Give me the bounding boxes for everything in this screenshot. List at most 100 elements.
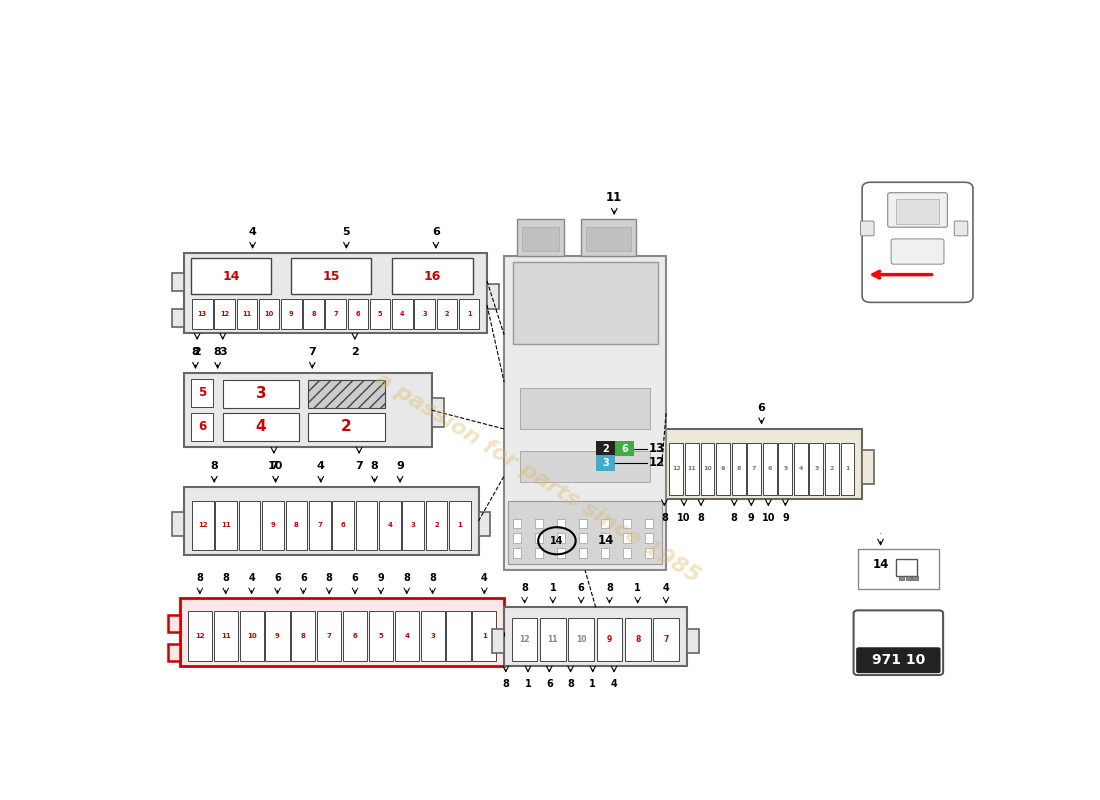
FancyBboxPatch shape [517,219,563,256]
Text: 6: 6 [355,311,360,318]
Text: 2: 2 [829,466,834,471]
Text: 6: 6 [352,573,359,582]
FancyBboxPatch shape [905,576,911,580]
FancyBboxPatch shape [191,378,213,406]
FancyBboxPatch shape [185,253,487,333]
Text: 8: 8 [635,635,640,644]
Text: 14: 14 [597,534,614,547]
Text: 6: 6 [341,522,345,528]
FancyBboxPatch shape [265,611,289,661]
Text: 2: 2 [602,444,609,454]
FancyBboxPatch shape [332,501,354,550]
Text: 7: 7 [327,633,331,639]
Text: 8: 8 [661,513,668,523]
FancyBboxPatch shape [173,309,185,327]
FancyBboxPatch shape [317,611,341,661]
Text: 11: 11 [548,635,558,644]
FancyBboxPatch shape [415,299,434,330]
FancyBboxPatch shape [623,533,631,542]
FancyBboxPatch shape [860,221,875,236]
FancyBboxPatch shape [596,618,623,661]
Text: 4: 4 [799,466,803,471]
FancyBboxPatch shape [185,487,478,555]
FancyBboxPatch shape [173,512,185,537]
Text: 1: 1 [550,583,557,593]
Text: 6: 6 [620,444,628,454]
FancyBboxPatch shape [222,380,299,408]
Text: 7: 7 [663,635,669,644]
Text: 10: 10 [576,635,586,644]
Text: 10: 10 [703,466,712,471]
FancyBboxPatch shape [309,501,331,550]
FancyBboxPatch shape [426,501,448,550]
Text: 9: 9 [275,633,279,639]
Text: 1: 1 [482,633,487,639]
Text: 1: 1 [525,679,531,690]
Text: 3: 3 [602,458,609,468]
Text: 7: 7 [333,311,338,318]
Text: 10: 10 [678,513,691,523]
Text: 2: 2 [194,346,201,357]
Text: 8: 8 [371,461,378,471]
Text: 11: 11 [221,633,231,639]
Text: 9: 9 [289,311,294,318]
FancyBboxPatch shape [520,388,650,429]
Text: 12: 12 [672,466,681,471]
Text: 9: 9 [720,466,725,471]
FancyBboxPatch shape [888,193,947,227]
FancyBboxPatch shape [191,258,272,294]
FancyBboxPatch shape [447,611,471,661]
FancyBboxPatch shape [557,548,565,558]
FancyBboxPatch shape [579,548,587,558]
FancyBboxPatch shape [650,450,662,484]
FancyBboxPatch shape [504,607,688,666]
Text: 4: 4 [400,311,405,318]
FancyBboxPatch shape [403,501,425,550]
Text: 8: 8 [736,466,740,471]
Text: 14: 14 [550,536,563,546]
FancyBboxPatch shape [478,512,491,537]
Text: 1: 1 [845,466,849,471]
Text: 1: 1 [635,583,641,593]
Text: 3: 3 [410,522,416,528]
Text: 12: 12 [649,456,666,470]
Text: 8: 8 [429,573,436,582]
Text: 8: 8 [197,573,204,582]
FancyBboxPatch shape [954,221,968,236]
Text: 1: 1 [458,522,462,528]
Text: 11: 11 [221,522,231,528]
FancyBboxPatch shape [513,533,521,542]
FancyBboxPatch shape [732,443,746,494]
Text: 4: 4 [387,522,393,528]
FancyBboxPatch shape [216,501,238,550]
Text: 8: 8 [294,522,299,528]
Text: 6: 6 [432,227,440,237]
Text: a passion for parts since 1985: a passion for parts since 1985 [372,369,704,586]
Text: 8: 8 [404,573,410,582]
Text: 8: 8 [301,633,306,639]
Text: 12: 12 [198,522,208,528]
FancyBboxPatch shape [513,262,658,344]
FancyBboxPatch shape [504,256,666,570]
Text: 8: 8 [210,461,218,471]
Text: 3: 3 [422,311,427,318]
FancyBboxPatch shape [645,533,653,542]
FancyBboxPatch shape [214,299,234,330]
FancyBboxPatch shape [513,518,521,529]
Text: 12: 12 [220,311,229,318]
Text: 10: 10 [761,513,776,523]
Text: 9: 9 [271,522,275,528]
FancyBboxPatch shape [280,299,301,330]
Text: 6: 6 [198,421,207,434]
FancyBboxPatch shape [862,450,874,484]
FancyBboxPatch shape [513,548,521,558]
FancyBboxPatch shape [762,443,777,494]
Text: 4: 4 [317,461,324,471]
FancyBboxPatch shape [168,614,180,632]
Text: 4: 4 [404,633,409,639]
Text: 13: 13 [649,442,666,455]
FancyBboxPatch shape [623,548,631,558]
FancyBboxPatch shape [185,373,431,447]
Text: 7: 7 [317,522,322,528]
FancyBboxPatch shape [670,443,683,494]
